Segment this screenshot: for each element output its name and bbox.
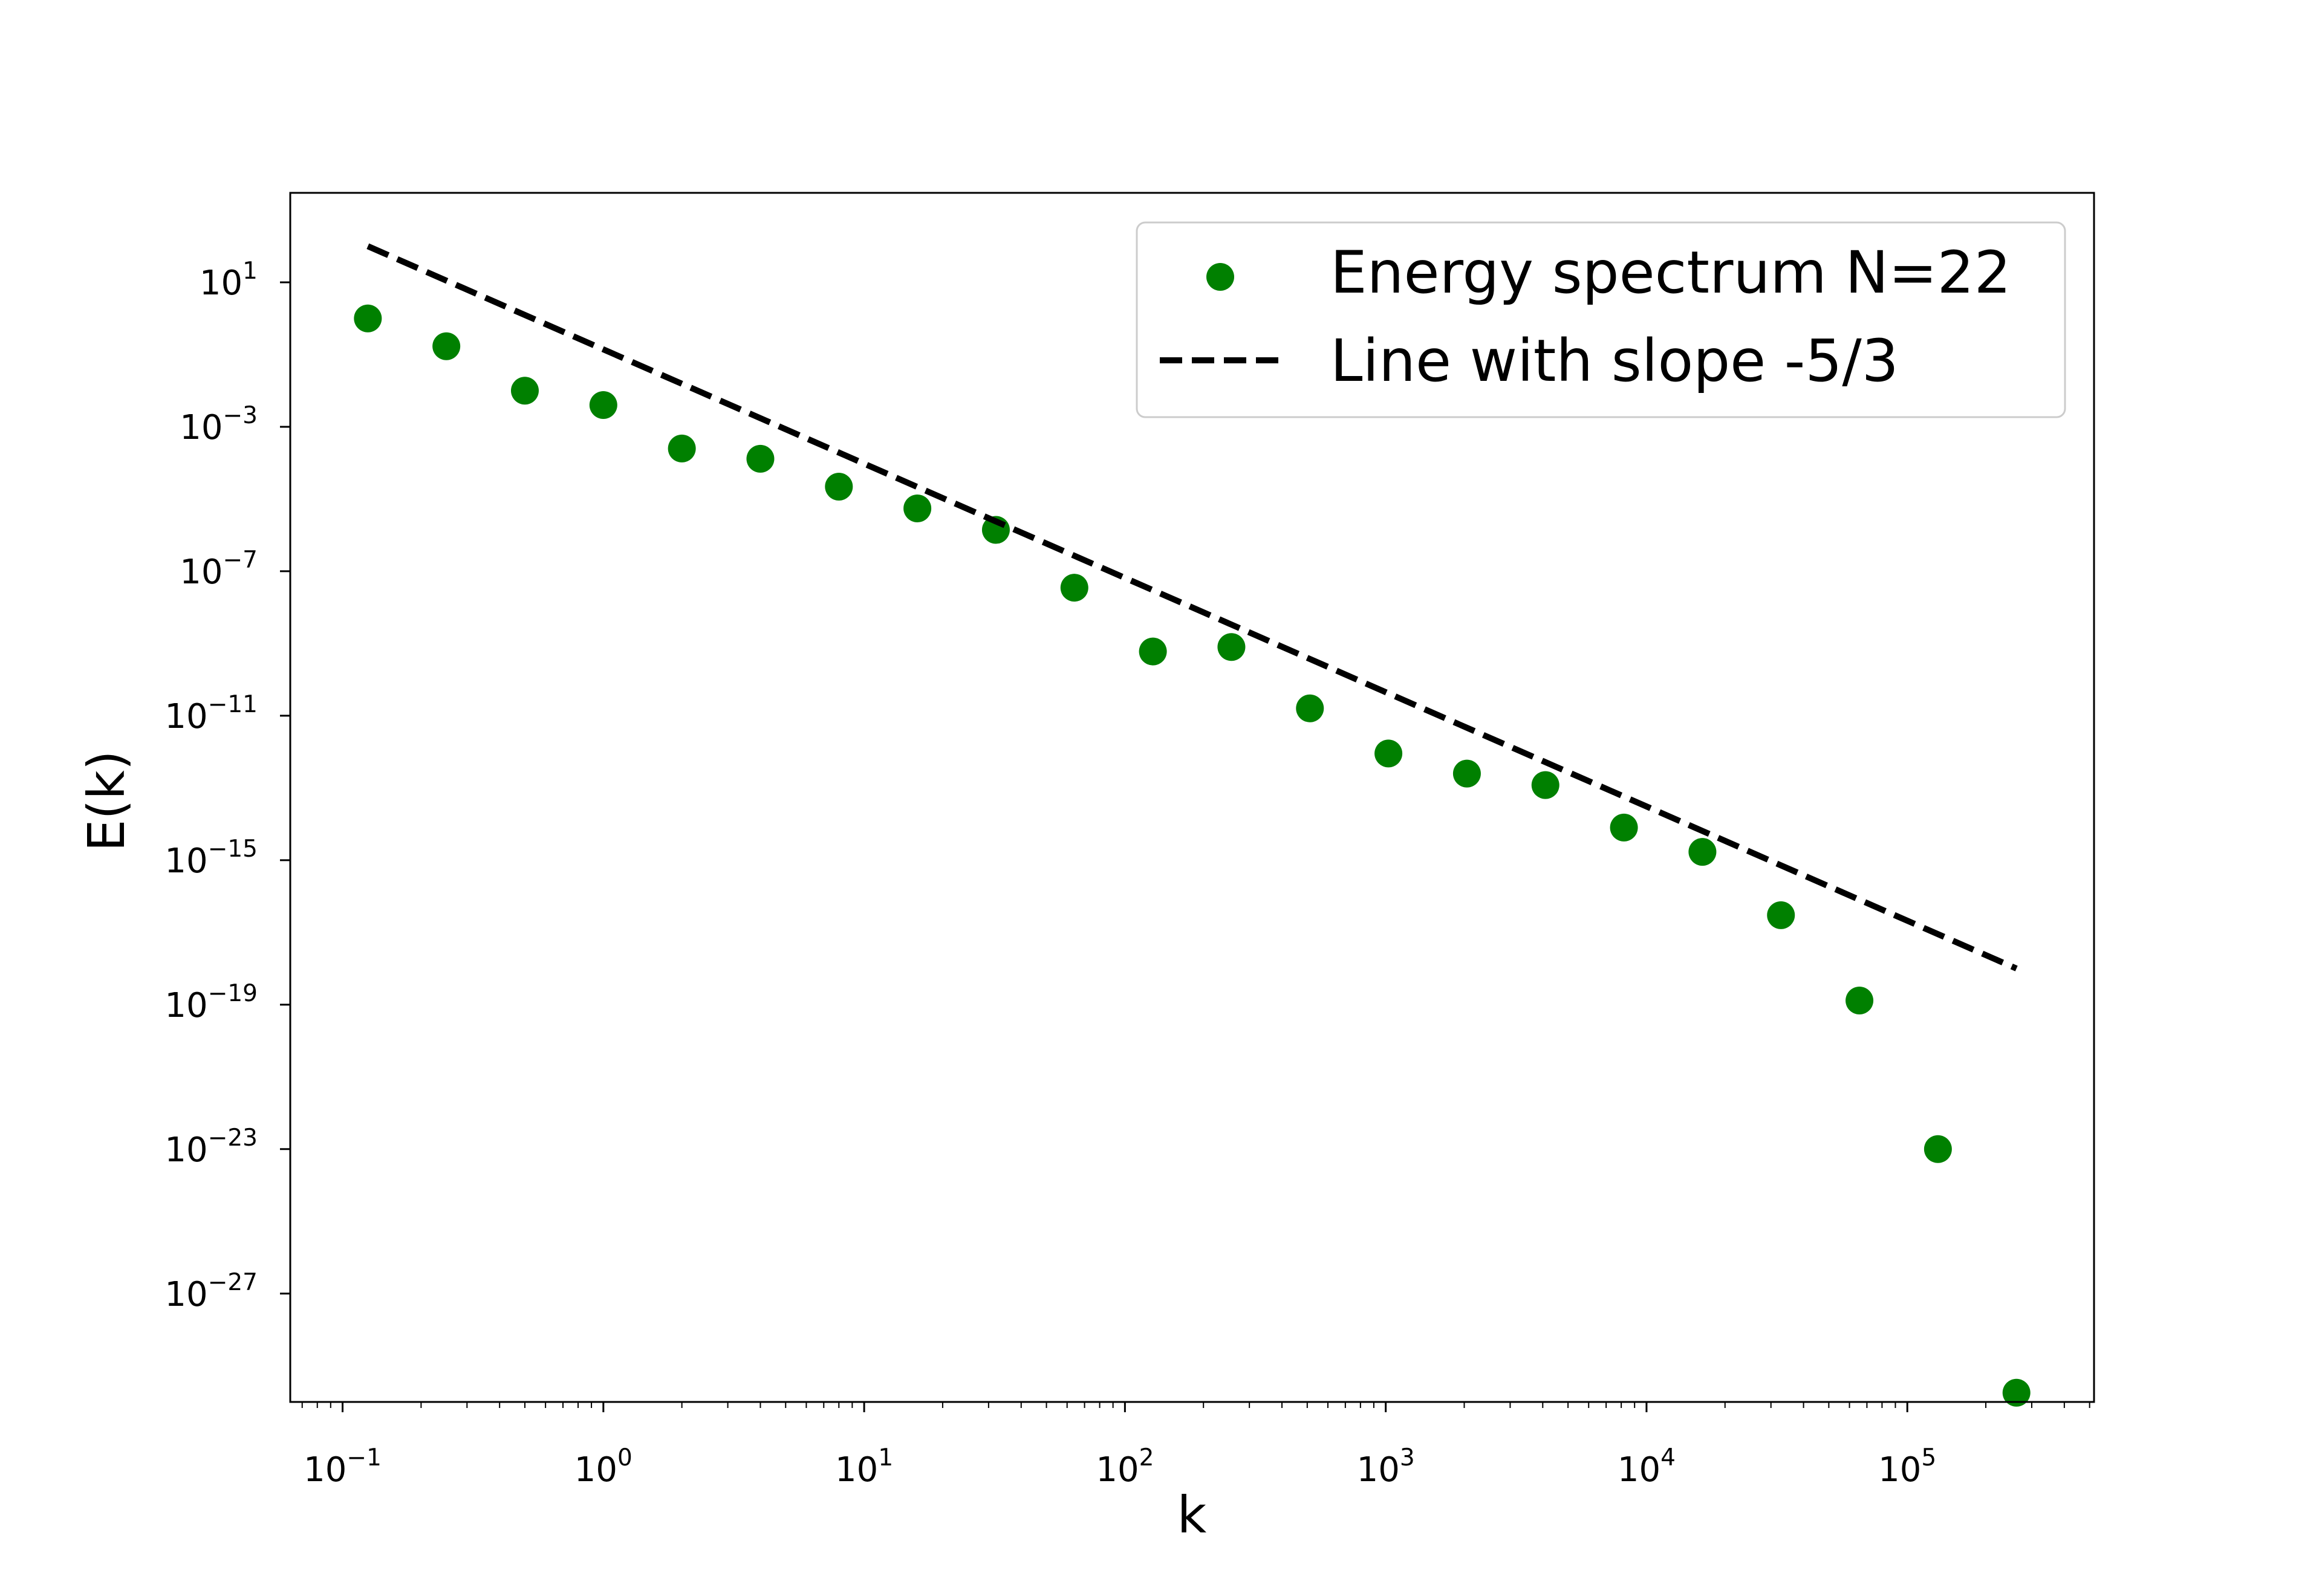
data-point [1610,813,1638,842]
y-axis-label: E(k) [77,750,136,851]
reference-line-layer [366,243,2018,972]
legend-label-line: Line with slope -5/3 [1330,327,1899,395]
plot-frame [289,192,2095,1403]
data-point [1060,574,1088,602]
data-point [1217,633,1246,661]
data-point [825,472,853,501]
data-point [1374,739,1403,768]
legend: Energy spectrum N=22 Line with slope -5/… [1136,221,2066,418]
data-point [1767,901,1795,929]
data-point [668,434,696,462]
scatter-points [354,304,2031,1407]
data-point [2002,1378,2031,1407]
x-tick-label: 104 [1618,1444,1676,1490]
data-point [1846,987,1874,1015]
data-point [746,444,775,473]
x-axis-label: k [1177,1485,1207,1545]
data-point [510,377,539,405]
data-point [432,332,461,360]
data-point [1688,838,1717,866]
data-point [589,391,617,419]
x-tick-label: 10−1 [304,1444,382,1490]
data-point [1139,637,1167,666]
x-tick-label: 100 [574,1444,633,1490]
data-point [1924,1135,1952,1163]
slope-reference-line [366,243,2018,972]
legend-label-scatter: Energy spectrum N=22 [1330,239,2011,307]
legend-marker-scatter [1206,263,1234,291]
data-point [1452,759,1481,788]
data-point [354,304,382,332]
legend-frame [1136,221,2066,418]
data-point [903,494,932,522]
data-point [1531,771,1559,799]
data-point [1296,694,1324,722]
